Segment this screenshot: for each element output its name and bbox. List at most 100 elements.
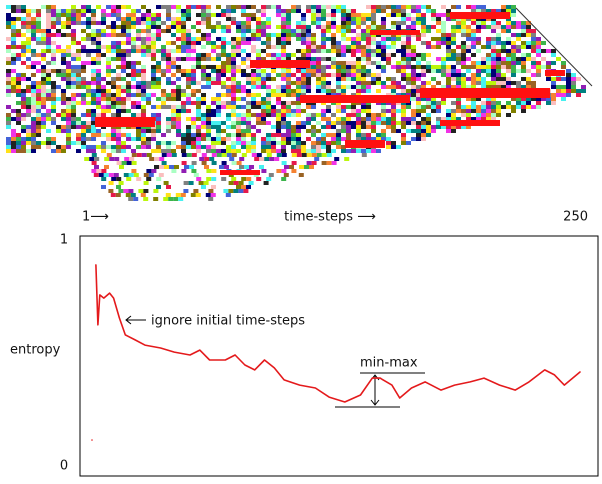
cell [61, 89, 66, 93]
cell [531, 73, 536, 77]
cell [41, 33, 46, 37]
cell [141, 85, 146, 89]
cell [91, 97, 96, 101]
cell [211, 185, 216, 189]
cell [491, 113, 496, 117]
cell [361, 89, 366, 93]
cell [346, 149, 351, 153]
cell [96, 129, 101, 133]
cell [106, 69, 111, 73]
cell [146, 21, 151, 25]
cell [191, 89, 196, 93]
cell [186, 69, 191, 73]
cell [143, 173, 149, 177]
cell [486, 45, 491, 49]
cell [81, 85, 86, 89]
cell [336, 105, 341, 109]
cell [316, 121, 321, 125]
cell [36, 121, 41, 125]
cell [276, 73, 281, 77]
cell [336, 41, 341, 45]
cell [6, 149, 11, 153]
cell [31, 53, 36, 57]
cell [296, 93, 301, 97]
cell [271, 137, 276, 141]
cell [321, 153, 327, 157]
cell [168, 197, 174, 201]
cell [396, 69, 401, 73]
cell [531, 97, 536, 101]
cell [376, 25, 381, 29]
cell [276, 33, 281, 37]
cell [36, 145, 41, 149]
cell [81, 45, 86, 49]
cell [136, 9, 141, 13]
cell [186, 49, 191, 53]
cell [246, 145, 251, 149]
cell [336, 81, 341, 85]
cell [401, 89, 406, 93]
cell [71, 57, 76, 61]
cell [281, 73, 286, 77]
cell [181, 133, 186, 137]
cell [171, 153, 177, 157]
cell [231, 73, 236, 77]
cell [501, 5, 506, 9]
cell [221, 137, 226, 141]
cell [159, 157, 165, 161]
cell [281, 125, 286, 129]
cell [396, 129, 401, 133]
cell [101, 77, 106, 81]
cell [466, 113, 471, 117]
cell [346, 17, 351, 21]
cell [401, 49, 406, 53]
cell [391, 77, 396, 81]
cell [356, 73, 361, 77]
cell [291, 81, 296, 85]
cell [31, 117, 36, 121]
cell [210, 193, 216, 197]
cell [296, 49, 301, 53]
cell [431, 85, 436, 89]
cell [31, 21, 36, 25]
cell [116, 101, 121, 105]
cell [111, 105, 116, 109]
cell [331, 89, 336, 93]
cell [231, 177, 237, 181]
cell [316, 137, 321, 141]
cell [129, 157, 135, 161]
cell [211, 113, 216, 117]
cell [491, 61, 496, 65]
cell [16, 33, 21, 37]
cell [141, 109, 146, 113]
cell [26, 21, 31, 25]
cell [491, 53, 496, 57]
cell [46, 5, 51, 9]
cell [16, 9, 21, 13]
cell [311, 17, 316, 21]
cell [491, 9, 496, 13]
cell [286, 77, 291, 81]
cell [326, 13, 331, 17]
cell [224, 165, 229, 169]
cell [21, 41, 26, 45]
cell [401, 121, 406, 125]
cell [16, 17, 21, 21]
cell [221, 153, 227, 157]
cell [231, 149, 236, 153]
cell [161, 5, 166, 9]
cell [241, 153, 247, 157]
cell [86, 61, 91, 65]
cell [366, 61, 371, 65]
cell [181, 141, 186, 145]
cell [21, 89, 26, 93]
cell [26, 13, 31, 17]
cell [196, 105, 201, 109]
cell [336, 133, 341, 137]
cell [261, 105, 266, 109]
cell [366, 89, 371, 93]
cell [111, 93, 116, 97]
cell [351, 77, 356, 81]
cell [316, 5, 321, 9]
cell [416, 9, 421, 13]
